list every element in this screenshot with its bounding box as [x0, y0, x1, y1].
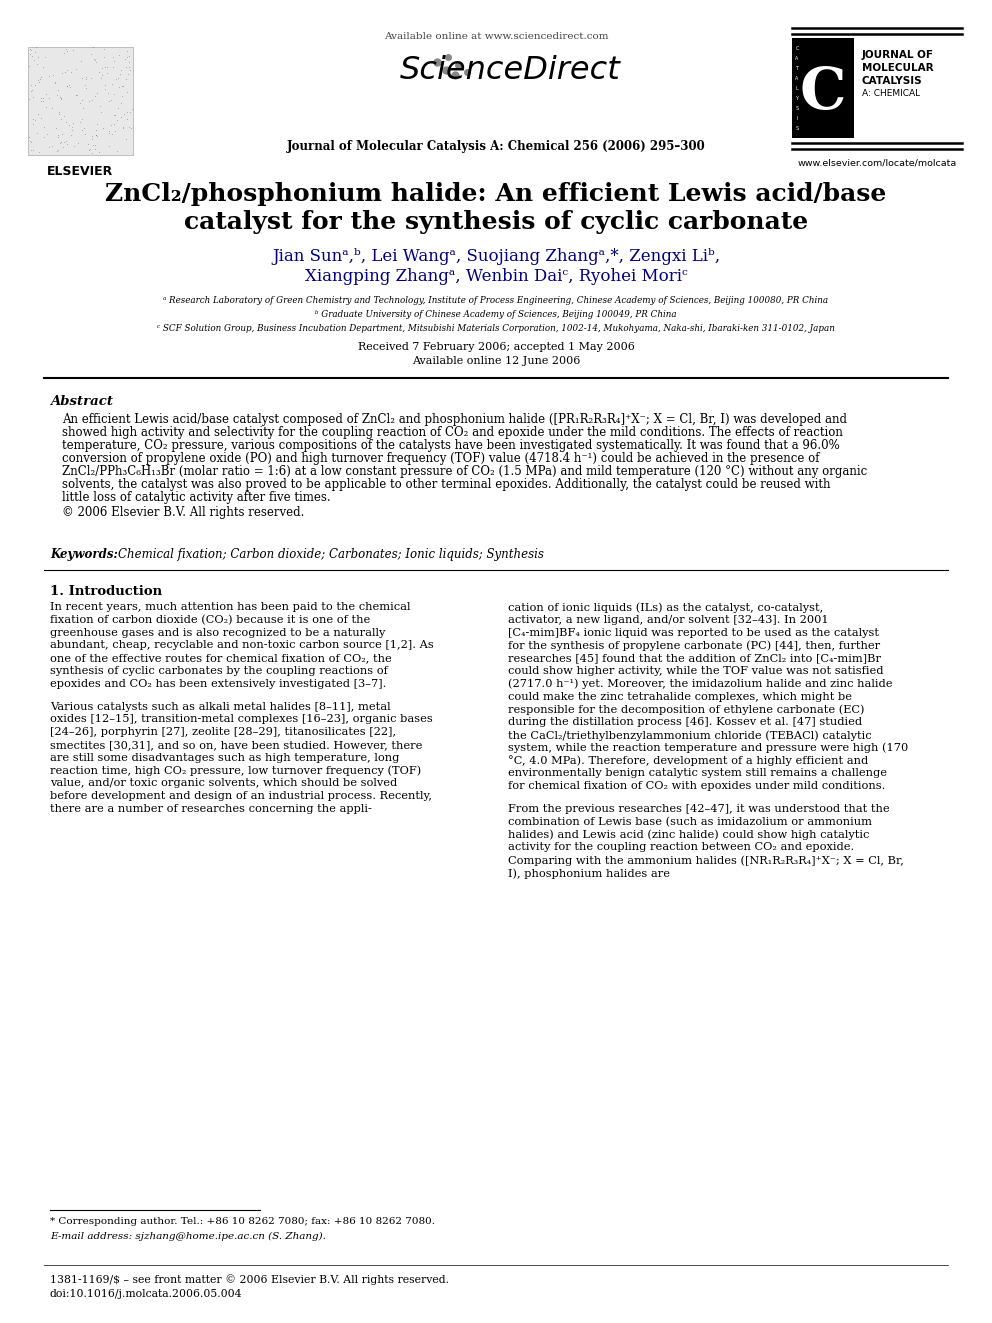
Text: activator, a new ligand, and/or solvent [32–43]. In 2001: activator, a new ligand, and/or solvent … — [508, 615, 828, 624]
Text: A: A — [796, 75, 799, 81]
Text: www.elsevier.com/locate/molcata: www.elsevier.com/locate/molcata — [798, 157, 956, 167]
Text: I), phosphonium halides are: I), phosphonium halides are — [508, 868, 670, 878]
Text: for the synthesis of propylene carbonate (PC) [44], then, further: for the synthesis of propylene carbonate… — [508, 640, 880, 651]
Text: ZnCl₂/PPh₃C₆H₁₃Br (molar ratio = 1:6) at a low constant pressure of CO₂ (1.5 MPa: ZnCl₂/PPh₃C₆H₁₃Br (molar ratio = 1:6) at… — [62, 464, 867, 478]
Text: doi:10.1016/j.molcata.2006.05.004: doi:10.1016/j.molcata.2006.05.004 — [50, 1289, 242, 1299]
Text: Keywords:: Keywords: — [50, 548, 118, 561]
Text: could show higher activity, while the TOF value was not satisfied: could show higher activity, while the TO… — [508, 665, 884, 676]
Text: cation of ionic liquids (ILs) as the catalyst, co-catalyst,: cation of ionic liquids (ILs) as the cat… — [508, 602, 823, 613]
Text: I: I — [797, 115, 798, 120]
Text: value, and/or toxic organic solvents, which should be solved: value, and/or toxic organic solvents, wh… — [50, 778, 397, 789]
Text: Received 7 February 2006; accepted 1 May 2006: Received 7 February 2006; accepted 1 May… — [357, 343, 635, 352]
Text: (2717.0 h⁻¹) yet. Moreover, the imidazolium halide and zinc halide: (2717.0 h⁻¹) yet. Moreover, the imidazol… — [508, 679, 893, 689]
Text: showed high activity and selectivity for the coupling reaction of CO₂ and epoxid: showed high activity and selectivity for… — [62, 426, 843, 439]
Text: conversion of propylene oxide (PO) and high turnover frequency (TOF) value (4718: conversion of propylene oxide (PO) and h… — [62, 452, 819, 464]
Text: greenhouse gases and is also recognized to be a naturally: greenhouse gases and is also recognized … — [50, 627, 385, 638]
Text: ScienceDirect: ScienceDirect — [400, 56, 620, 86]
Text: during the distillation process [46]. Kossev et al. [47] studied: during the distillation process [46]. Ko… — [508, 717, 862, 728]
Text: 1381-1169/$ – see front matter © 2006 Elsevier B.V. All rights reserved.: 1381-1169/$ – see front matter © 2006 El… — [50, 1274, 449, 1285]
Text: combination of Lewis base (such as imidazolium or ammonium: combination of Lewis base (such as imida… — [508, 816, 872, 827]
Text: activity for the coupling reaction between CO₂ and epoxide.: activity for the coupling reaction betwe… — [508, 843, 854, 852]
Text: fixation of carbon dioxide (CO₂) because it is one of the: fixation of carbon dioxide (CO₂) because… — [50, 615, 370, 624]
Text: halides) and Lewis acid (zinc halide) could show high catalytic: halides) and Lewis acid (zinc halide) co… — [508, 830, 869, 840]
Text: could make the zinc tetrahalide complexes, which might be: could make the zinc tetrahalide complexe… — [508, 692, 852, 701]
Text: JOURNAL OF: JOURNAL OF — [862, 50, 934, 60]
Text: T: T — [796, 66, 799, 70]
Text: temperature, CO₂ pressure, various compositions of the catalysts have been inves: temperature, CO₂ pressure, various compo… — [62, 439, 840, 452]
Text: ᵇ Graduate University of Chinese Academy of Sciences, Beijing 100049, PR China: ᵇ Graduate University of Chinese Academy… — [315, 310, 677, 319]
Text: Chemical fixation; Carbon dioxide; Carbonates; Ionic liquids; Synthesis: Chemical fixation; Carbon dioxide; Carbo… — [118, 548, 544, 561]
Text: oxides [12–15], transition-metal complexes [16–23], organic bases: oxides [12–15], transition-metal complex… — [50, 714, 433, 725]
Text: ᶜ SCF Solution Group, Business Incubation Department, Mitsubishi Materials Corpo: ᶜ SCF Solution Group, Business Incubatio… — [157, 324, 835, 333]
Text: Journal of Molecular Catalysis A: Chemical 256 (2006) 295–300: Journal of Molecular Catalysis A: Chemic… — [287, 140, 705, 153]
Text: Abstract: Abstract — [50, 396, 113, 407]
Text: ELSEVIER: ELSEVIER — [47, 165, 113, 179]
Text: one of the effective routes for chemical fixation of CO₂, the: one of the effective routes for chemical… — [50, 654, 392, 663]
Text: abundant, cheap, recyclable and non-toxic carbon source [1,2]. As: abundant, cheap, recyclable and non-toxi… — [50, 640, 434, 651]
Bar — [792, 38, 854, 138]
Text: S: S — [796, 106, 799, 111]
Bar — [28, 48, 133, 155]
Text: © 2006 Elsevier B.V. All rights reserved.: © 2006 Elsevier B.V. All rights reserved… — [62, 505, 305, 519]
Text: C: C — [796, 45, 799, 50]
Text: environmentally benign catalytic system still remains a challenge: environmentally benign catalytic system … — [508, 769, 887, 778]
Text: A: CHEMICAL: A: CHEMICAL — [862, 89, 921, 98]
Text: C: C — [800, 65, 846, 120]
Text: [C₄-mim]BF₄ ionic liquid was reported to be used as the catalyst: [C₄-mim]BF₄ ionic liquid was reported to… — [508, 627, 879, 638]
Text: before development and design of an industrial process. Recently,: before development and design of an indu… — [50, 791, 432, 802]
Text: E-mail address: sjzhang@home.ipe.ac.cn (S. Zhang).: E-mail address: sjzhang@home.ipe.ac.cn (… — [50, 1232, 326, 1241]
Text: [24–26], porphyrin [27], zeolite [28–29], titanosilicates [22],: [24–26], porphyrin [27], zeolite [28–29]… — [50, 728, 396, 737]
Text: L: L — [796, 86, 799, 90]
Text: ᵃ Research Laboratory of Green Chemistry and Technology, Institute of Process En: ᵃ Research Laboratory of Green Chemistry… — [164, 296, 828, 306]
Text: responsible for the decomposition of ethylene carbonate (EC): responsible for the decomposition of eth… — [508, 704, 864, 714]
Text: MOLECULAR: MOLECULAR — [862, 64, 933, 73]
Text: Y: Y — [796, 95, 799, 101]
Text: synthesis of cyclic carbonates by the coupling reactions of: synthesis of cyclic carbonates by the co… — [50, 665, 388, 676]
Text: Various catalysts such as alkali metal halides [8–11], metal: Various catalysts such as alkali metal h… — [50, 701, 391, 712]
Text: researches [45] found that the addition of ZnCl₂ into [C₄-mim]Br: researches [45] found that the addition … — [508, 654, 881, 663]
Text: A: A — [796, 56, 799, 61]
Text: there are a number of researches concerning the appli-: there are a number of researches concern… — [50, 804, 372, 814]
Text: Comparing with the ammonium halides ([NR₁R₂R₃R₄]⁺X⁻; X = Cl, Br,: Comparing with the ammonium halides ([NR… — [508, 855, 904, 865]
Text: Jian Sunᵃ,ᵇ, Lei Wangᵃ, Suojiang Zhangᵃ,*, Zengxi Liᵇ,: Jian Sunᵃ,ᵇ, Lei Wangᵃ, Suojiang Zhangᵃ,… — [272, 247, 720, 265]
Text: S: S — [796, 126, 799, 131]
Text: 1. Introduction: 1. Introduction — [50, 585, 162, 598]
Text: CATALYSIS: CATALYSIS — [862, 75, 923, 86]
Text: catalyst for the synthesis of cyclic carbonate: catalyst for the synthesis of cyclic car… — [184, 210, 808, 234]
Text: smectites [30,31], and so on, have been studied. However, there: smectites [30,31], and so on, have been … — [50, 740, 423, 750]
Text: epoxides and CO₂ has been extensively investigated [3–7].: epoxides and CO₂ has been extensively in… — [50, 679, 386, 689]
Text: An efficient Lewis acid/base catalyst composed of ZnCl₂ and phosphonium halide (: An efficient Lewis acid/base catalyst co… — [62, 413, 847, 426]
Text: From the previous researches [42–47], it was understood that the: From the previous researches [42–47], it… — [508, 804, 890, 814]
Text: ZnCl₂/phosphonium halide: An efficient Lewis acid/base: ZnCl₂/phosphonium halide: An efficient L… — [105, 183, 887, 206]
Text: reaction time, high CO₂ pressure, low turnover frequency (TOF): reaction time, high CO₂ pressure, low tu… — [50, 766, 422, 777]
Text: system, while the reaction temperature and pressure were high (170: system, while the reaction temperature a… — [508, 742, 909, 753]
Text: little loss of catalytic activity after five times.: little loss of catalytic activity after … — [62, 491, 330, 504]
Text: Available online 12 June 2006: Available online 12 June 2006 — [412, 356, 580, 366]
Text: °C, 4.0 MPa). Therefore, development of a highly efficient and: °C, 4.0 MPa). Therefore, development of … — [508, 755, 868, 766]
Text: solvents, the catalyst was also proved to be applicable to other terminal epoxid: solvents, the catalyst was also proved t… — [62, 478, 830, 491]
Text: Xiangping Zhangᵃ, Wenbin Daiᶜ, Ryohei Moriᶜ: Xiangping Zhangᵃ, Wenbin Daiᶜ, Ryohei Mo… — [305, 269, 687, 284]
Text: are still some disadvantages such as high temperature, long: are still some disadvantages such as hig… — [50, 753, 400, 763]
Text: Available online at www.sciencedirect.com: Available online at www.sciencedirect.co… — [384, 32, 608, 41]
Text: In recent years, much attention has been paid to the chemical: In recent years, much attention has been… — [50, 602, 411, 613]
Text: for chemical fixation of CO₂ with epoxides under mild conditions.: for chemical fixation of CO₂ with epoxid… — [508, 781, 886, 791]
Text: the CaCl₂/triethylbenzylammonium chloride (TEBACl) catalytic: the CaCl₂/triethylbenzylammonium chlorid… — [508, 730, 872, 741]
Text: * Corresponding author. Tel.: +86 10 8262 7080; fax: +86 10 8262 7080.: * Corresponding author. Tel.: +86 10 826… — [50, 1217, 435, 1226]
